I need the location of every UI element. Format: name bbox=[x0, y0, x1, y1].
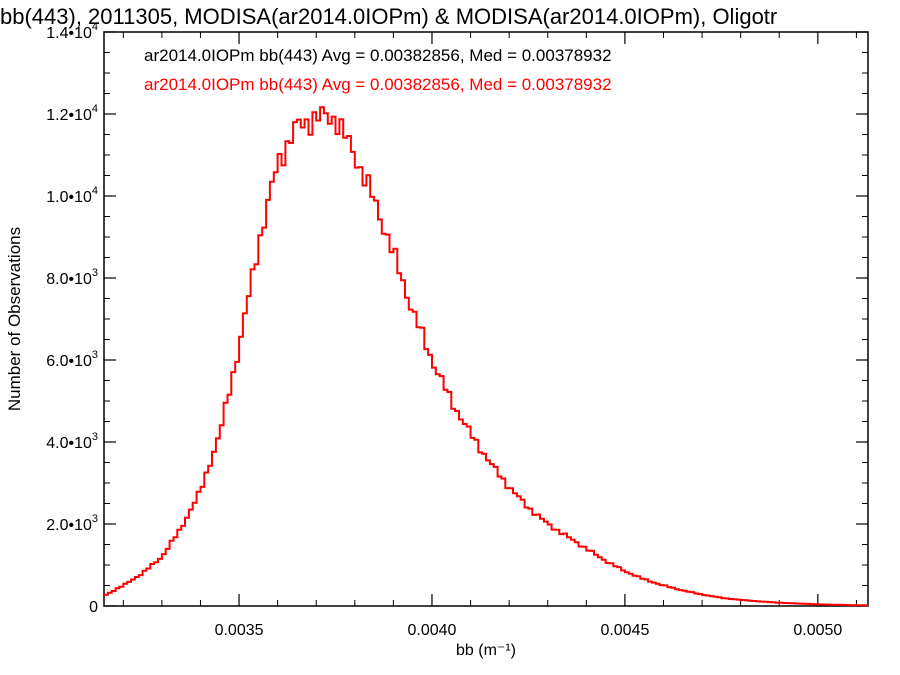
y-tick-mantissa: 2.0•10 bbox=[46, 517, 92, 534]
y-tick-label: 8.0•103 bbox=[46, 267, 98, 288]
y-tick-exponent: 4 bbox=[92, 21, 98, 33]
y-tick-exponent: 4 bbox=[92, 185, 98, 197]
y-tick-exponent: 3 bbox=[92, 431, 98, 443]
y-tick-label: 2.0•103 bbox=[46, 513, 98, 534]
y-axis-ticks: 02.0•1034.0•1036.0•1038.0•1031.0•1041.2•… bbox=[46, 21, 868, 616]
y-tick-mantissa: 4.0•10 bbox=[46, 435, 92, 452]
y-tick-mantissa: 1.0•10 bbox=[46, 189, 92, 206]
legend-entry-red: ar2014.0IOPm bb(443) Avg = 0.00382856, M… bbox=[144, 75, 612, 94]
y-tick-mantissa: 1.2•10 bbox=[46, 107, 92, 124]
x-axis-label: bb (m⁻¹) bbox=[456, 642, 516, 659]
series-line bbox=[104, 106, 868, 607]
y-tick-mantissa: 0 bbox=[89, 599, 98, 616]
y-tick-mantissa: 6.0•10 bbox=[46, 353, 92, 370]
y-tick-label: 6.0•103 bbox=[46, 349, 98, 370]
x-axis-ticks: 0.0035 0.0040 0.0045 0.0050 bbox=[122, 32, 857, 639]
chart-title: bb(443), 2011305, MODISA(ar2014.0IOPm) &… bbox=[0, 4, 777, 29]
x-tick-label: 0.0035 bbox=[215, 622, 264, 639]
y-axis-label: Number of Observations bbox=[5, 227, 24, 411]
y-tick-exponent: 4 bbox=[92, 103, 98, 115]
y-tick-mantissa: 8.0•10 bbox=[46, 271, 92, 288]
legend-entry-black: ar2014.0IOPm bb(443) Avg = 0.00382856, M… bbox=[144, 46, 612, 65]
x-tick-label: 0.0050 bbox=[793, 622, 842, 639]
y-tick-exponent: 3 bbox=[92, 513, 98, 525]
y-tick-label: 1.2•104 bbox=[46, 103, 98, 124]
y-tick-label: 1.0•104 bbox=[46, 185, 98, 206]
y-tick-label: 0 bbox=[89, 599, 98, 616]
y-tick-exponent: 3 bbox=[92, 349, 98, 361]
y-tick-label: 4.0•103 bbox=[46, 431, 98, 452]
plot-frame bbox=[103, 31, 869, 607]
y-tick-exponent: 3 bbox=[92, 267, 98, 279]
y-tick-label: 1.4•104 bbox=[46, 21, 98, 42]
y-tick-mantissa: 1.4•10 bbox=[46, 25, 92, 42]
x-tick-label: 0.0045 bbox=[600, 622, 649, 639]
x-tick-label: 0.0040 bbox=[408, 622, 457, 639]
